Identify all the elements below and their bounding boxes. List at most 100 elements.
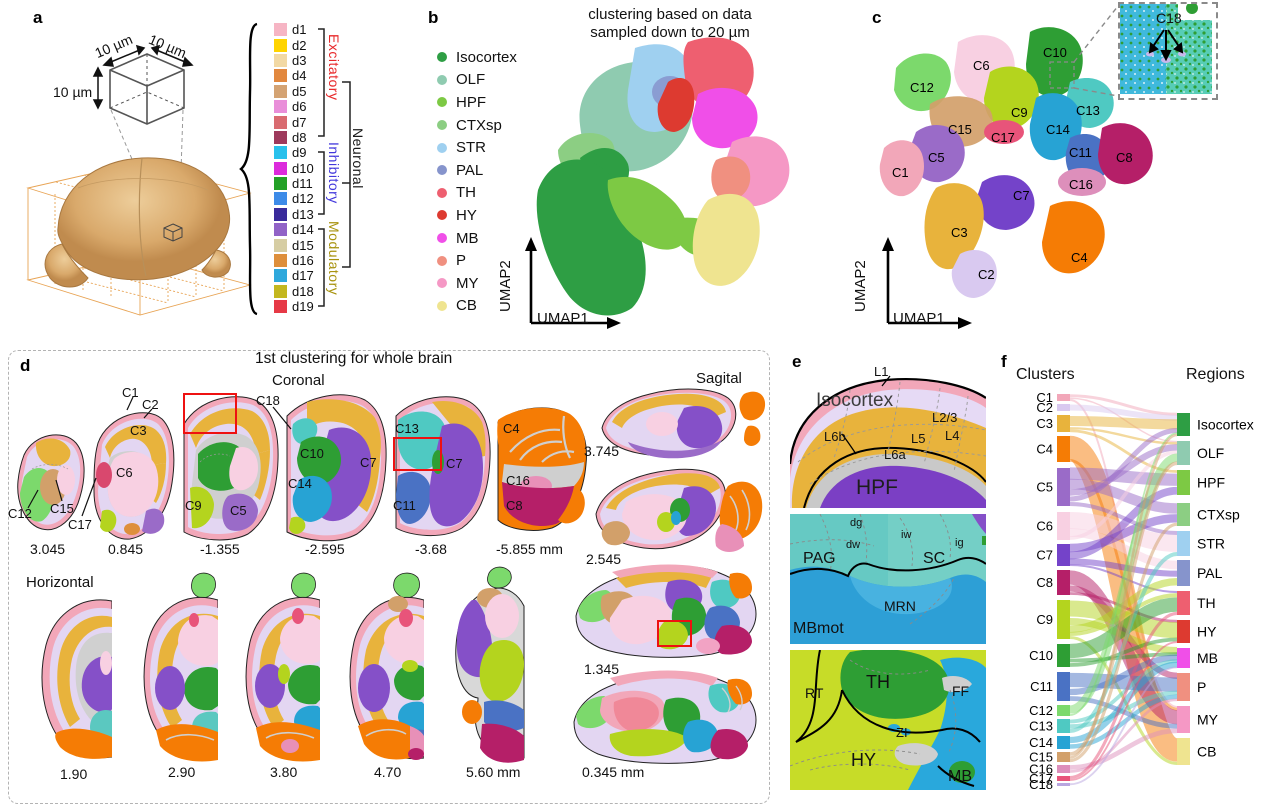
panel-d-label: d [20, 356, 31, 375]
umap-c-plot: C1 C2 C3 C4 C5 C6 C7 C8 C9 C10 C11 C12 C13 C14 C15 C16 C… [878, 20, 1198, 315]
sankey-node-C10 [1057, 644, 1070, 667]
sankey-flow-C5-Isocortex [1069, 427, 1178, 502]
sankey-node-CTXsp [1177, 503, 1190, 526]
sankey-flow-C3-Isocortex [1069, 415, 1178, 430]
region-legend-row: MY [437, 272, 517, 295]
legend-label-TH: TH [456, 184, 476, 202]
panel-d-frame [8, 350, 770, 804]
region-label-rt: RT [805, 685, 824, 701]
panel-d-title: 1st clustering for whole brain [255, 350, 453, 367]
legend-label-PAL: PAL [456, 161, 484, 179]
legend-dot-PAL [437, 165, 447, 176]
legend-swatch-d18 [274, 284, 287, 298]
legend-swatch-d10 [274, 161, 287, 175]
sankey-cluster-label-C7: C7 [1036, 548, 1053, 563]
voxel-legend-row: d16 [274, 253, 314, 268]
legend-dot-OLF [437, 74, 447, 85]
cluster-label-C1: C1 [892, 165, 909, 180]
inset-connector-lines [1073, 5, 1119, 97]
sankey-flow-C14-MB [1069, 661, 1178, 744]
legend-dot-CB [437, 300, 447, 311]
legend-swatch-d14 [274, 223, 287, 237]
legend-dot-MY [437, 278, 447, 289]
midbrain-map [790, 514, 986, 644]
sankey-node-CB [1177, 738, 1190, 765]
cluster-label-C6: C6 [973, 58, 990, 73]
sankey-node-C14 [1057, 736, 1070, 749]
voxel-type-legend: d1 d2 d3 d4 d5 d6 d7 d8 d9 d10 d11 d12 d13 d14 d15 d16 d… [274, 22, 314, 314]
coronal-section-0845 [93, 412, 175, 540]
section-annotation: C8 [506, 498, 523, 513]
sankey-region-label-TH: TH [1197, 595, 1216, 611]
section-annotation: C18 [256, 393, 280, 408]
sc-layer-iw: iw [901, 529, 912, 541]
legend-label-d13: d13 [292, 206, 314, 222]
voxel-legend-row: d11 [274, 176, 314, 191]
cluster-label-C2: C2 [978, 267, 995, 282]
region-label-sc: SC [923, 550, 946, 567]
legend-label-d7: d7 [292, 114, 307, 130]
sankey-cluster-label-C3: C3 [1036, 416, 1053, 431]
legend-label-d17: d17 [292, 268, 314, 284]
legend-label-CB: CB [456, 297, 477, 315]
legend-dot-TH [437, 187, 447, 198]
voxel-legend-row: d17 [274, 268, 314, 283]
coronal-coord: 3.045 [30, 541, 66, 557]
voxel-brain-illustration [26, 44, 252, 316]
region-label-isocortex: Isocortex [816, 390, 894, 411]
voxel-cube-icon [109, 53, 185, 125]
panel-c-label: c [872, 8, 882, 27]
horizontal-coord: 3.80 [270, 764, 298, 780]
legend-swatch-d17 [274, 269, 287, 283]
coronal-section-3045 [17, 434, 85, 531]
legend-dot-HPF [437, 97, 447, 108]
legend-label-MB: MB [456, 229, 479, 247]
diencephalon-map [790, 650, 986, 790]
legend-label-MY: MY [456, 274, 479, 292]
cluster-label-C4: C4 [1071, 250, 1088, 265]
sankey-cluster-label-C12: C12 [1029, 703, 1053, 718]
legend-label-d9: d9 [292, 145, 307, 161]
umap-b-xlabel: UMAP1 [537, 310, 589, 327]
coronal-section-m2595 [286, 394, 387, 542]
sankey-cluster-label-C4: C4 [1036, 442, 1053, 457]
coronal-coord: -1.355 [200, 541, 240, 557]
region-label-ff: FF [952, 683, 970, 699]
region-label-mrn: MRN [884, 598, 916, 614]
sagittal-coord: 0.345 mm [582, 764, 645, 780]
legend-swatch-d1 [274, 23, 287, 37]
region-legend-row: CTXsp [437, 114, 517, 137]
voxel-legend-row: d8 [274, 130, 314, 145]
sankey-cluster-label-C17: C17 [1029, 771, 1053, 786]
sankey-flow-C17-TH [1069, 611, 1178, 780]
legend-label-d11: d11 [292, 176, 313, 192]
legend-label-d3: d3 [292, 52, 307, 68]
coronal-header: Coronal [272, 372, 325, 389]
region-legend-row: TH [437, 182, 517, 205]
sc-layer-dg: dg [850, 517, 863, 529]
group-label-inhibitory: Inhibitory [326, 142, 342, 204]
sankey-flow-C7-HPF [1069, 486, 1178, 560]
c18-inset: C18 [1118, 2, 1218, 100]
sankey-flow-C10-MB [1069, 652, 1178, 663]
sankey-region-label-HY: HY [1197, 624, 1217, 640]
section-annotation: C10 [300, 446, 324, 461]
sankey-flow-C1-Isocortex [1069, 394, 1178, 416]
legend-label-d1: d1 [292, 22, 307, 38]
layer-label-l1: L1 [874, 364, 889, 379]
group-label-modulatory: Modulatory [326, 221, 342, 296]
brain-3d-render [44, 157, 231, 288]
sankey-cluster-label-C18: C18 [1029, 777, 1053, 792]
sankey-node-P [1177, 673, 1190, 701]
sc-layer-ig: ig [955, 537, 964, 549]
sankey-flow-C2-Isocortex [1069, 404, 1178, 421]
region-label-mb: MB [948, 768, 972, 785]
region-legend-row: OLF [437, 69, 517, 92]
section-annotation: C4 [503, 421, 520, 436]
legend-label-d10: d10 [292, 160, 314, 176]
sankey-cluster-label-C9: C9 [1036, 612, 1053, 627]
coronal-section-m5855 [497, 407, 587, 531]
sankey-region-label-CTXsp: CTXsp [1197, 507, 1240, 523]
section-annotation: C2 [142, 397, 159, 412]
legend-label-d14: d14 [292, 222, 314, 238]
